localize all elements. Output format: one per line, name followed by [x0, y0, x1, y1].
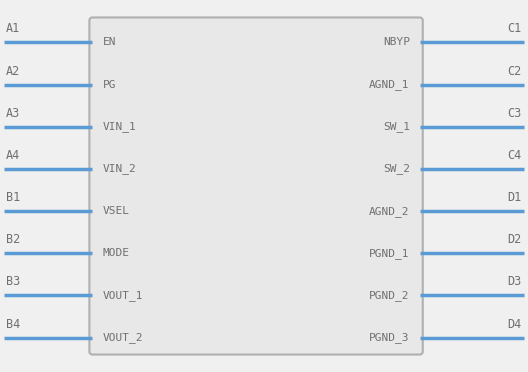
Text: PGND_1: PGND_1 — [369, 248, 410, 259]
Text: A3: A3 — [6, 107, 20, 120]
FancyBboxPatch shape — [89, 17, 423, 355]
Text: VIN_1: VIN_1 — [102, 121, 136, 132]
Text: D3: D3 — [508, 275, 522, 288]
Text: SW_1: SW_1 — [383, 121, 410, 132]
Text: SW_2: SW_2 — [383, 163, 410, 174]
Text: A1: A1 — [6, 22, 20, 35]
Text: EN: EN — [102, 38, 116, 48]
Text: VOUT_1: VOUT_1 — [102, 290, 143, 301]
Text: B2: B2 — [6, 233, 20, 246]
Text: D1: D1 — [508, 191, 522, 204]
Text: A2: A2 — [6, 65, 20, 78]
Text: C3: C3 — [508, 107, 522, 120]
Text: VOUT_2: VOUT_2 — [102, 332, 143, 343]
Text: C4: C4 — [508, 149, 522, 162]
Text: A4: A4 — [6, 149, 20, 162]
Text: B3: B3 — [6, 275, 20, 288]
Text: AGND_1: AGND_1 — [369, 79, 410, 90]
Text: VIN_2: VIN_2 — [102, 163, 136, 174]
Text: AGND_2: AGND_2 — [369, 206, 410, 217]
Text: PG: PG — [102, 80, 116, 90]
Text: B1: B1 — [6, 191, 20, 204]
Text: NBYP: NBYP — [383, 38, 410, 48]
Text: D4: D4 — [508, 318, 522, 331]
Text: C1: C1 — [508, 22, 522, 35]
Text: C2: C2 — [508, 65, 522, 78]
Text: PGND_2: PGND_2 — [369, 290, 410, 301]
Text: PGND_3: PGND_3 — [369, 332, 410, 343]
Text: B4: B4 — [6, 318, 20, 331]
Text: MODE: MODE — [102, 248, 129, 258]
Text: VSEL: VSEL — [102, 206, 129, 216]
Text: D2: D2 — [508, 233, 522, 246]
